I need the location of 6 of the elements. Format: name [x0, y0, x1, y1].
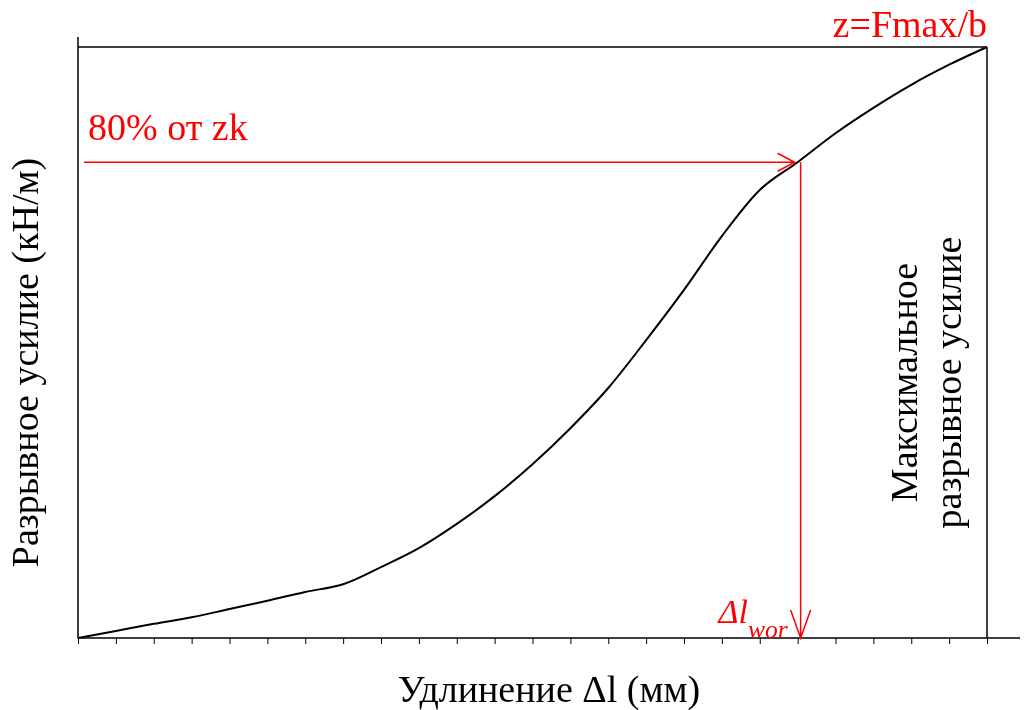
- annotation: Максимальное разрывное усилие: [883, 236, 969, 529]
- x-axis-title: Удлинение Δl (мм): [397, 668, 701, 710]
- annotation: 80% от zk: [88, 106, 248, 149]
- y-axis-title: Разрывное усилие (кН/м): [4, 157, 47, 568]
- annotation: Δl$_{wor}$: [716, 593, 788, 644]
- ref-line-label: z=Fmax/b: [832, 3, 987, 45]
